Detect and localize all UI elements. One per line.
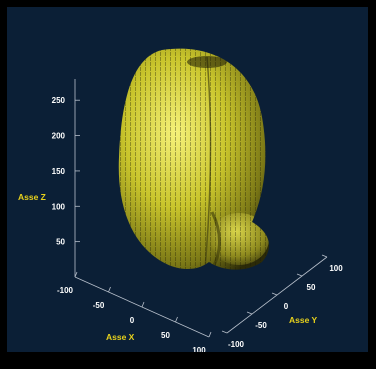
x-tick-mark: [208, 331, 212, 338]
x-tick-mark: [175, 316, 178, 323]
x-tick-label: -50: [93, 301, 105, 310]
y-tick-mark: [246, 311, 253, 315]
x-tick-mark: [108, 286, 111, 293]
3d-plot: 50 100 150 200 250 -100 -50 0 50 100 -100 -50 0 50 1…: [18, 48, 343, 352]
z-axis-title: Asse Z: [18, 192, 46, 202]
x-tick-label: -100: [57, 286, 74, 295]
z-tick-label: 250: [52, 96, 66, 105]
x-axis-title: Asse X: [106, 332, 135, 342]
y-tick-mark: [221, 330, 228, 334]
x-tick-mark: [74, 271, 78, 278]
z-tick-label: 50: [56, 238, 65, 247]
x-tick-label: 100: [192, 346, 206, 352]
y-tick-label: 50: [307, 283, 316, 292]
x-tick-label: 50: [161, 331, 170, 340]
surface-body: [118, 48, 270, 270]
z-axis-ticks: 50 100 150 200 250: [52, 96, 80, 247]
y-axis-title: Asse Y: [289, 315, 318, 325]
z-tick-label: 200: [52, 132, 66, 141]
y-tick-label: 0: [284, 302, 289, 311]
x-tick-label: 0: [130, 316, 135, 325]
y-tick-label: -100: [228, 340, 245, 349]
y-tick-mark: [296, 273, 303, 277]
z-tick-label: 100: [52, 202, 66, 211]
y-tick-label: 100: [329, 264, 343, 273]
y-axis-ticks: -100 -50 0 50 100: [221, 254, 343, 349]
x-tick-mark: [141, 301, 145, 308]
plot-panel: 50 100 150 200 250 -100 -50 0 50 100 -100 -50 0 50 1…: [7, 7, 368, 352]
y-tick-mark: [321, 254, 328, 258]
y-tick-mark: [271, 292, 278, 296]
z-tick-label: 150: [52, 167, 66, 176]
x-axis-ticks: -100 -50 0 50 100: [57, 271, 212, 352]
y-tick-label: -50: [255, 321, 267, 330]
